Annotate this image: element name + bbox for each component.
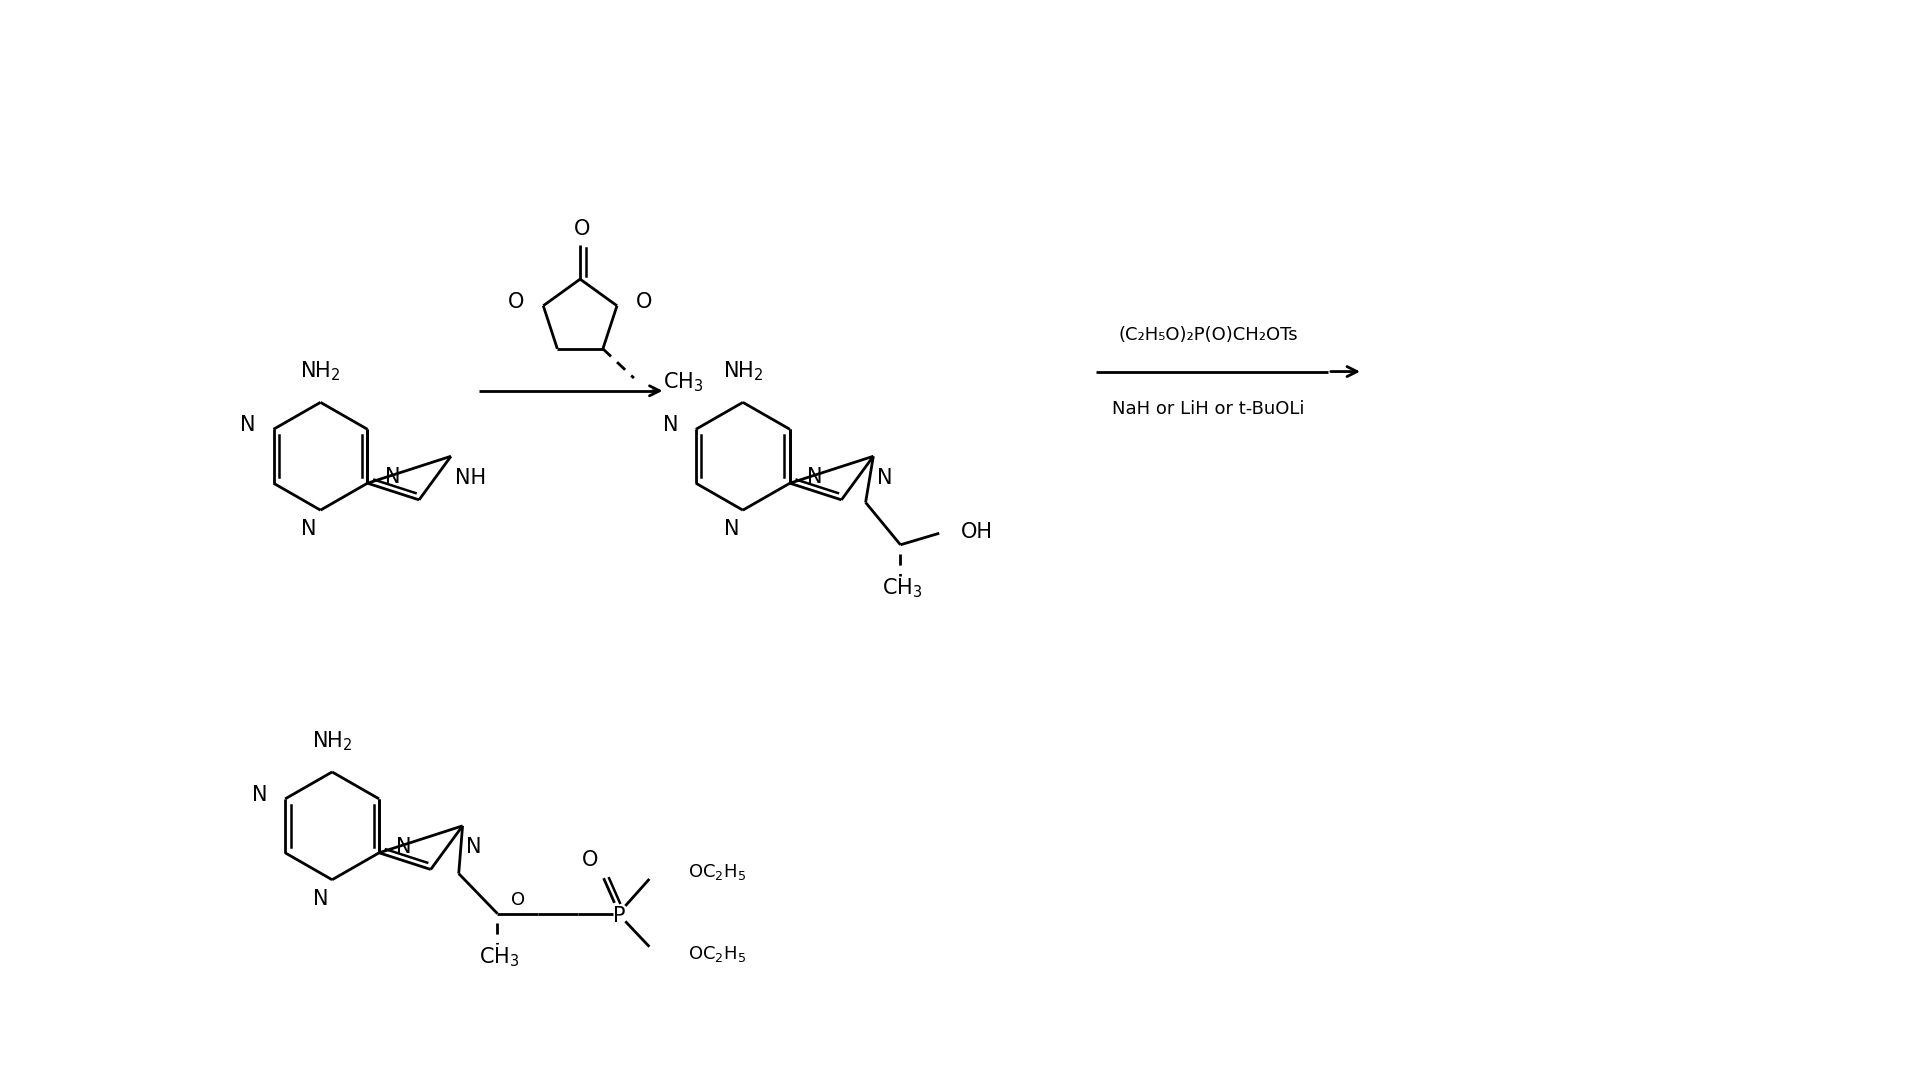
Text: O: O	[574, 219, 591, 239]
Text: N: N	[396, 836, 411, 857]
Text: (C₂H₅O)₂P(O)CH₂OTs: (C₂H₅O)₂P(O)CH₂OTs	[1117, 326, 1297, 344]
Text: N: N	[467, 837, 482, 858]
Text: OH: OH	[960, 521, 993, 542]
Text: O: O	[507, 292, 524, 312]
Text: N: N	[312, 889, 329, 909]
Text: O: O	[637, 292, 652, 312]
Text: N: N	[807, 467, 823, 487]
Text: N: N	[241, 415, 256, 435]
Text: NH$_2$: NH$_2$	[312, 729, 352, 752]
Text: O: O	[511, 891, 524, 908]
Text: NH: NH	[455, 468, 486, 488]
Text: N: N	[662, 415, 677, 435]
Text: N: N	[723, 519, 738, 540]
Text: CH$_3$: CH$_3$	[478, 945, 518, 969]
Text: N: N	[878, 468, 893, 488]
Text: N: N	[300, 519, 318, 540]
Text: N: N	[385, 467, 400, 487]
Text: NaH or LiH or t-BuOLi: NaH or LiH or t-BuOLi	[1111, 400, 1305, 417]
Text: CH$_3$: CH$_3$	[882, 576, 922, 600]
Text: OC$_2$H$_5$: OC$_2$H$_5$	[689, 944, 746, 963]
Text: NH$_2$: NH$_2$	[300, 360, 341, 384]
Text: P: P	[612, 906, 626, 926]
Text: OC$_2$H$_5$: OC$_2$H$_5$	[689, 862, 746, 883]
Text: N: N	[253, 785, 268, 805]
Text: NH$_2$: NH$_2$	[723, 360, 763, 384]
Text: CH$_3$: CH$_3$	[664, 370, 704, 393]
Text: O: O	[582, 849, 599, 870]
